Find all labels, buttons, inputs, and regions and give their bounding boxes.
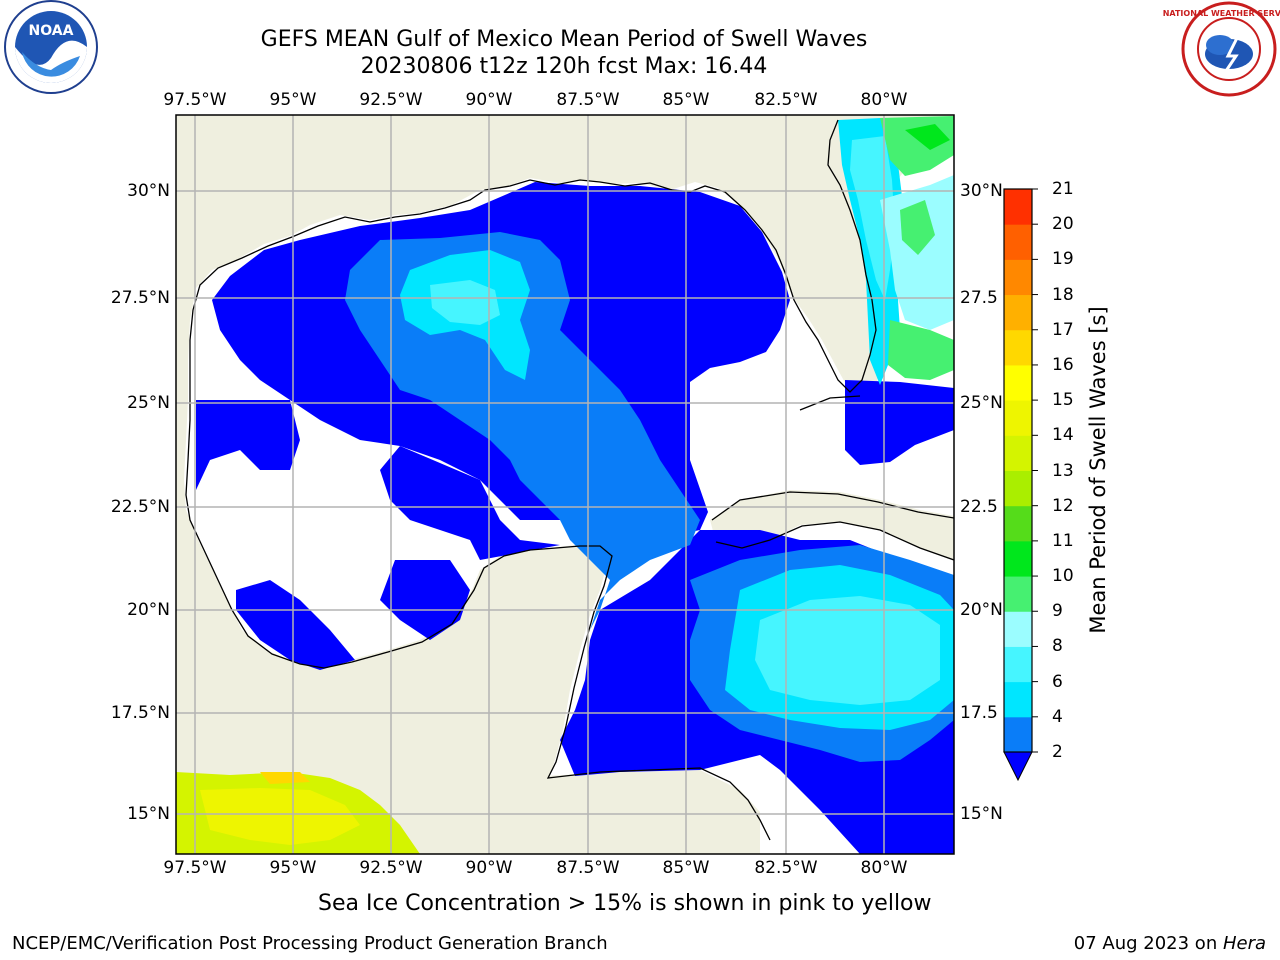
footer-date: 07 Aug 2023 on Hera xyxy=(1074,933,1266,954)
map-area xyxy=(176,115,954,854)
lon-tick-bottom: 95°W xyxy=(269,858,317,878)
colorbar-tick-label: 14 xyxy=(1052,425,1074,446)
lat-tick-right: 30°N xyxy=(960,181,1003,201)
colorbar-tick-label: 2 xyxy=(1052,742,1063,762)
lon-tick-top: 85°W xyxy=(662,90,710,110)
lat-tick-left: 30°N xyxy=(127,181,170,201)
sea-ice-note: Sea Ice Concentration > 15% is shown in … xyxy=(318,891,932,916)
colorbar-segment xyxy=(1004,540,1032,577)
lon-tick-bottom: 92.5°W xyxy=(359,858,423,878)
colorbar-segment xyxy=(1004,329,1032,366)
lon-tick-top: 87.5°W xyxy=(556,90,620,110)
colorbar-segment xyxy=(1004,716,1032,753)
lat-tick-right: 17.5 xyxy=(960,703,998,723)
footer-credit: NCEP/EMC/Verification Post Processing Pr… xyxy=(12,933,608,954)
colorbar-tick-label: 17 xyxy=(1052,319,1074,340)
lon-tick-bottom: 82.5°W xyxy=(754,858,818,878)
lat-tick-right: 22.5 xyxy=(960,497,998,517)
lon-tick-top: 92.5°W xyxy=(359,90,423,110)
colorbar-segment xyxy=(1004,224,1032,260)
colorbar-tick-label: 18 xyxy=(1052,284,1074,305)
colorbar-tick-label: 4 xyxy=(1052,706,1063,727)
lon-tick-bottom: 97.5°W xyxy=(163,858,227,878)
colorbar-tick-label: 8 xyxy=(1052,636,1063,657)
lon-tick-top: 82.5°W xyxy=(754,90,818,110)
nws-logo-text: NATIONAL WEATHER SERVICE xyxy=(1163,9,1280,18)
lon-tick-bottom: 90°W xyxy=(465,858,513,878)
colorbar-segment xyxy=(1004,400,1032,436)
colorbar-tick-label: 6 xyxy=(1052,671,1063,692)
colorbar-tick-label: 16 xyxy=(1052,354,1074,375)
colorbar-tick-label: 19 xyxy=(1052,249,1074,270)
nws-logo: NATIONAL WEATHER SERVICE xyxy=(1163,1,1280,97)
colorbar-segment xyxy=(1004,364,1032,401)
colorbar-segment xyxy=(1004,189,1032,225)
map-frame xyxy=(175,114,955,855)
colorbar-extend-arrow xyxy=(1003,751,1033,782)
colorbar-tick-label: 15 xyxy=(1052,390,1074,411)
colorbar-segment xyxy=(1004,470,1032,507)
colorbar-tick-label: 9 xyxy=(1052,601,1063,622)
lon-tick-bottom: 87.5°W xyxy=(556,858,620,878)
lon-tick-top: 90°W xyxy=(465,90,513,110)
colorbar-tick-label: 11 xyxy=(1052,530,1074,551)
colorbar-segment xyxy=(1004,681,1032,718)
lat-tick-right: 27.5 xyxy=(960,288,998,308)
lat-tick-left: 15°N xyxy=(127,804,170,824)
coastlines xyxy=(185,119,954,841)
lat-tick-left: 25°N xyxy=(127,393,170,413)
colorbar xyxy=(1003,188,1038,782)
colorbar-segment xyxy=(1004,505,1032,542)
colorbar-tick-label: 13 xyxy=(1052,460,1074,481)
lat-tick-left: 17.5°N xyxy=(110,703,170,723)
noaa-logo-text: NOAA xyxy=(29,23,74,39)
lat-tick-left: 22.5°N xyxy=(110,497,170,517)
lat-tick-right: 15°N xyxy=(960,804,1003,824)
noaa-logo: NOAA xyxy=(4,0,98,94)
colorbar-tick-label: 10 xyxy=(1052,566,1074,587)
lon-tick-bottom: 85°W xyxy=(662,858,710,878)
lat-tick-right: 25°N xyxy=(960,393,1003,413)
footer-date-text: 07 Aug 2023 on xyxy=(1073,933,1223,954)
colorbar-segment xyxy=(1004,611,1032,647)
colorbar-label: Mean Period of Swell Waves [s] xyxy=(1086,306,1110,634)
footer-host: Hera xyxy=(1222,933,1266,954)
chart-subtitle: 20230806 t12z 120h fcst Max: 16.44 xyxy=(360,54,768,79)
lat-tick-right: 20°N xyxy=(960,600,1003,620)
lat-tick-left: 27.5°N xyxy=(110,288,170,308)
colorbar-segment xyxy=(1004,435,1032,471)
chart-title: GEFS MEAN Gulf of Mexico Mean Period of … xyxy=(260,27,868,52)
colorbar-segment xyxy=(1004,294,1032,331)
lon-tick-bottom: 80°W xyxy=(860,858,908,878)
colorbar-tick-label: 12 xyxy=(1052,495,1074,516)
colorbar-tick-label: 20 xyxy=(1052,214,1074,235)
lat-tick-left: 20°N xyxy=(127,600,170,620)
lon-tick-top: 97.5°W xyxy=(163,90,227,110)
lon-tick-top: 80°W xyxy=(860,90,908,110)
colorbar-segment xyxy=(1004,646,1032,683)
wave-field xyxy=(176,116,954,854)
colorbar-segment xyxy=(1004,576,1032,612)
lon-tick-top: 95°W xyxy=(269,90,317,110)
gridlines xyxy=(176,115,954,854)
colorbar-segment xyxy=(1004,259,1032,296)
colorbar-tick-label: 21 xyxy=(1052,179,1074,199)
